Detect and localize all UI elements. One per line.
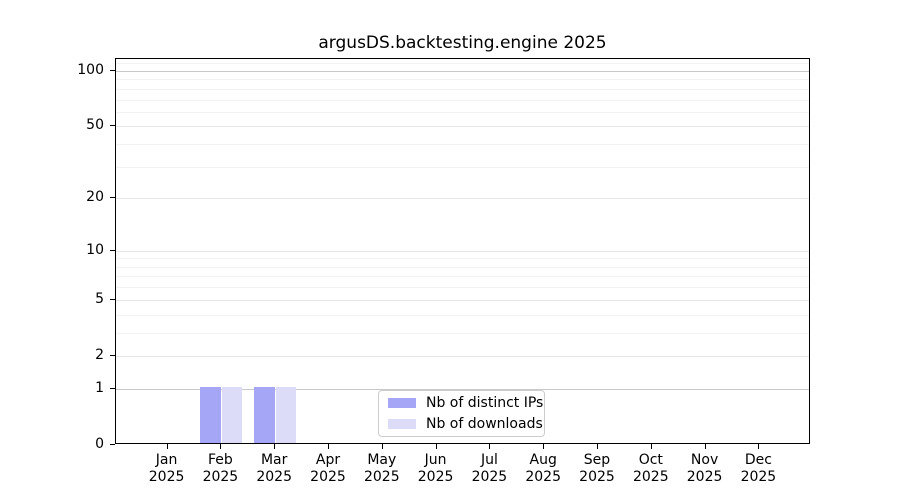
x-tick-year: 2025	[740, 468, 777, 485]
x-tick-label: Sep 2025	[567, 452, 627, 485]
x-tick-label: Jul 2025	[459, 452, 519, 485]
x-tick-month: Dec	[744, 452, 772, 468]
grid-line-minor	[116, 111, 809, 113]
grid-line-major	[116, 70, 809, 72]
x-tick-label: Feb 2025	[190, 452, 250, 485]
grid-line-major	[116, 126, 809, 128]
legend: Nb of distinct IPs Nb of downloads	[378, 390, 545, 437]
legend-swatch-downloads	[388, 419, 416, 429]
x-tick-year: 2025	[363, 468, 400, 485]
grid-line-major	[116, 388, 809, 390]
x-tick-year: 2025	[256, 468, 292, 485]
y-tick-label: 10	[86, 241, 104, 258]
x-tick-label: Jun 2025	[406, 452, 466, 485]
plot-area	[115, 58, 810, 444]
y-tick-mark	[110, 355, 115, 356]
y-tick-mark	[110, 197, 115, 199]
x-tick-mark	[758, 444, 760, 449]
x-tick-month: Apr	[315, 452, 341, 468]
x-tick-label: May 2025	[352, 452, 412, 485]
grid-line-minor	[116, 314, 809, 316]
bar-downloads	[221, 386, 243, 443]
x-tick-mark	[704, 444, 706, 449]
y-tick-mark	[110, 249, 115, 251]
bar-distinct-ips	[254, 386, 275, 443]
x-tick-year: 2025	[686, 468, 723, 485]
x-tick-month: Nov	[690, 452, 719, 468]
x-tick-label: Mar 2025	[244, 452, 304, 485]
x-tick-label: Aug 2025	[513, 452, 573, 485]
x-tick-label: Nov 2025	[675, 452, 735, 485]
x-tick-mark	[597, 444, 598, 449]
y-tick-mark	[110, 387, 115, 389]
y-tick-label: 50	[86, 117, 104, 134]
x-tick-month: Jul	[480, 452, 498, 468]
x-tick-month: Aug	[529, 452, 557, 468]
x-tick-year: 2025	[632, 468, 669, 485]
grid-line-minor	[116, 258, 809, 260]
y-tick-label: 1	[95, 379, 104, 396]
x-tick-year: 2025	[148, 468, 185, 485]
legend-item-downloads: Nb of downloads	[388, 417, 543, 431]
grid-line-minor	[116, 63, 809, 65]
x-tick-mark	[435, 444, 437, 449]
y-tick-mark	[110, 69, 115, 71]
grid-line-minor	[116, 287, 809, 289]
x-tick-mark	[274, 444, 276, 449]
grid-line-major	[116, 198, 809, 200]
x-tick-label: Jan 2025	[137, 452, 197, 485]
x-tick-mark	[489, 444, 491, 449]
grid-line-minor	[116, 99, 809, 101]
chart-title: argusDS.backtesting.engine 2025	[318, 33, 607, 53]
x-tick-year: 2025	[417, 468, 454, 485]
x-tick-month: Sep	[583, 452, 611, 468]
grid-line-minor	[116, 88, 809, 90]
legend-label-distinct-ips: Nb of distinct IPs	[426, 395, 544, 411]
x-tick-year: 2025	[310, 468, 346, 485]
x-tick-mark	[166, 444, 168, 449]
y-tick-mark	[110, 444, 115, 445]
x-tick-mark	[650, 444, 652, 449]
grid-line-major	[116, 250, 809, 252]
legend-label-downloads: Nb of downloads	[426, 416, 543, 432]
legend-swatch-distinct-ips	[388, 398, 416, 408]
grid-line-minor	[116, 79, 809, 81]
grid-line-minor	[116, 276, 809, 278]
bar-downloads	[275, 386, 297, 443]
y-tick-mark	[110, 298, 115, 300]
x-tick-label: Oct 2025	[621, 452, 681, 485]
x-tick-mark	[543, 444, 545, 449]
x-tick-mark	[381, 444, 383, 449]
x-tick-year: 2025	[471, 468, 508, 485]
grid-line-minor	[116, 332, 809, 334]
bar-distinct-ips	[200, 386, 221, 443]
x-tick-mark	[220, 444, 222, 449]
y-tick-label: 0	[95, 436, 104, 452]
y-tick-mark	[110, 125, 115, 127]
grid-line-major	[116, 356, 809, 357]
x-tick-mark	[328, 444, 329, 449]
x-tick-month: Oct	[638, 452, 663, 468]
x-tick-month: Mar	[260, 452, 288, 468]
grid-line-minor	[116, 144, 809, 145]
legend-item-distinct-ips: Nb of distinct IPs	[388, 396, 543, 410]
y-tick-label: 100	[77, 61, 104, 78]
x-tick-month: Feb	[207, 452, 233, 468]
x-tick-month: May	[367, 452, 397, 468]
y-tick-label: 2	[95, 347, 104, 363]
grid-line-major	[116, 299, 809, 301]
y-tick-label: 5	[95, 290, 104, 307]
x-tick-month: Jun	[424, 452, 447, 468]
x-tick-year: 2025	[202, 468, 239, 485]
x-tick-year: 2025	[525, 468, 561, 485]
x-tick-year: 2025	[579, 468, 615, 485]
x-tick-label: Apr 2025	[298, 452, 358, 485]
y-tick-label: 20	[86, 189, 104, 206]
grid-line-minor	[116, 166, 809, 168]
grid-line-minor	[116, 266, 809, 268]
x-tick-label: Dec 2025	[728, 452, 788, 485]
x-tick-month: Jan	[155, 452, 178, 468]
